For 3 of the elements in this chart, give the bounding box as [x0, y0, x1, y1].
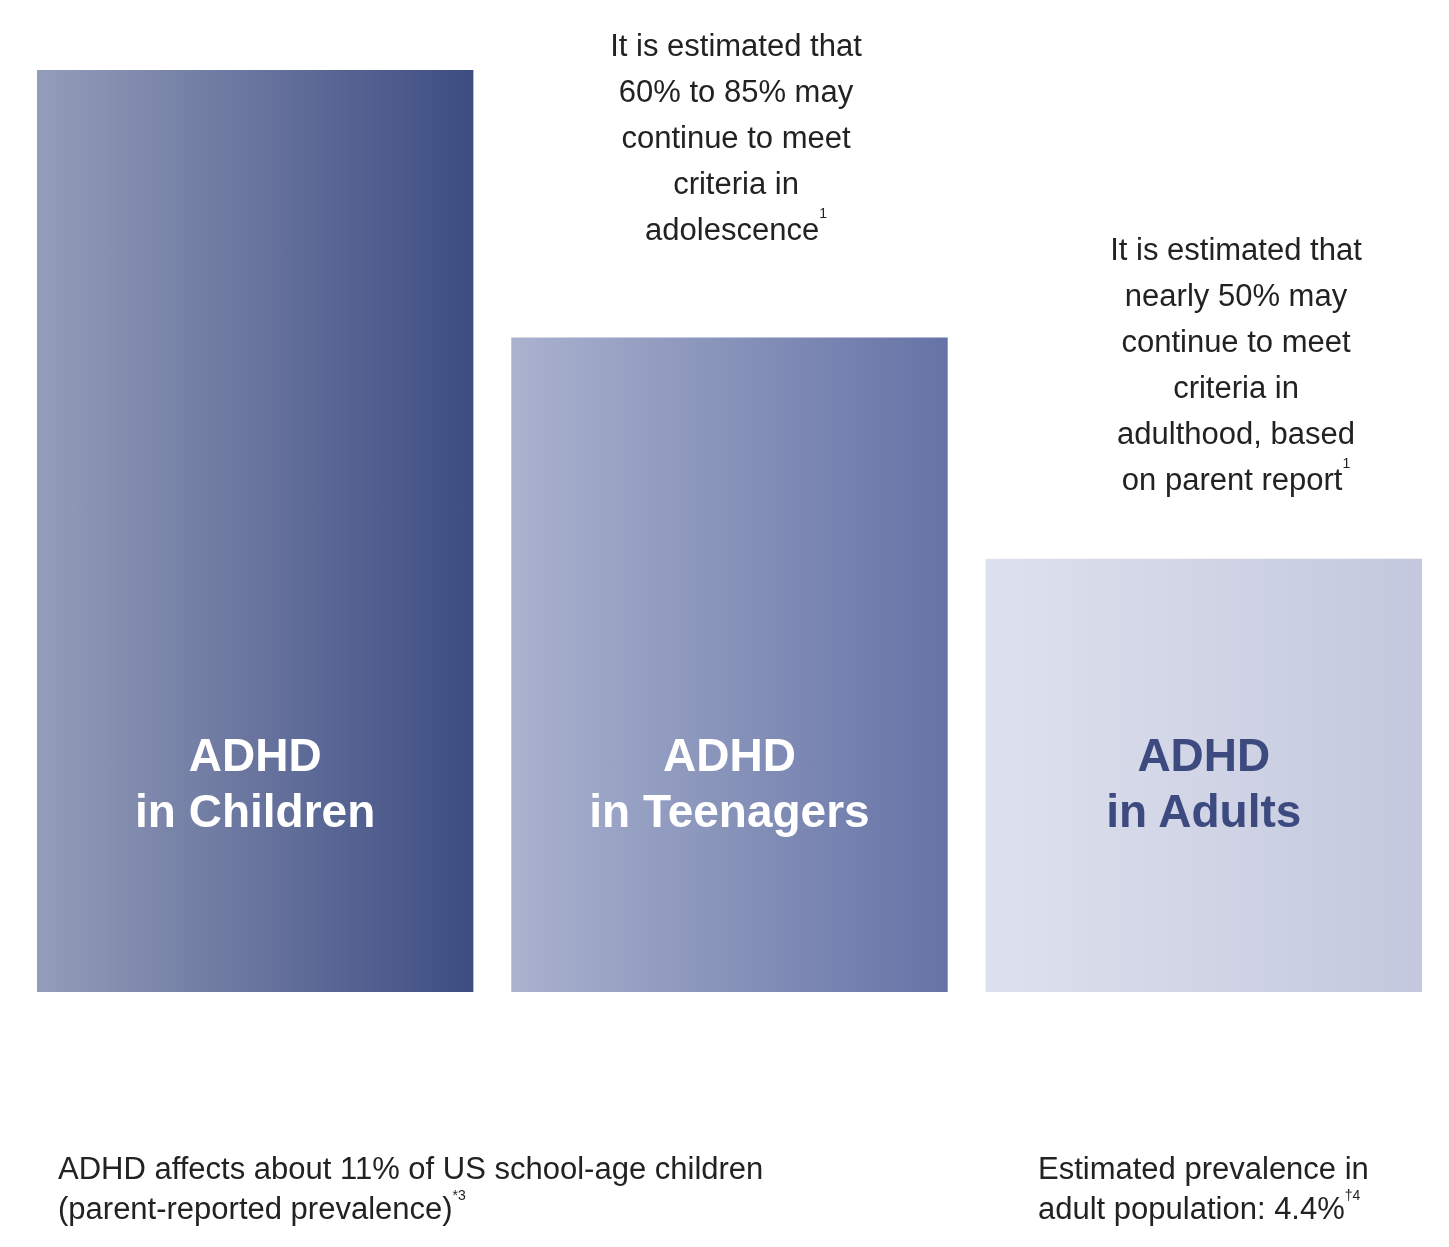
x-tick-label: ADHD in Teenagers [589, 729, 870, 837]
x-tick-label: ADHD in Adults [1106, 729, 1302, 837]
x-tick-label: ADHD in Children [135, 729, 376, 837]
